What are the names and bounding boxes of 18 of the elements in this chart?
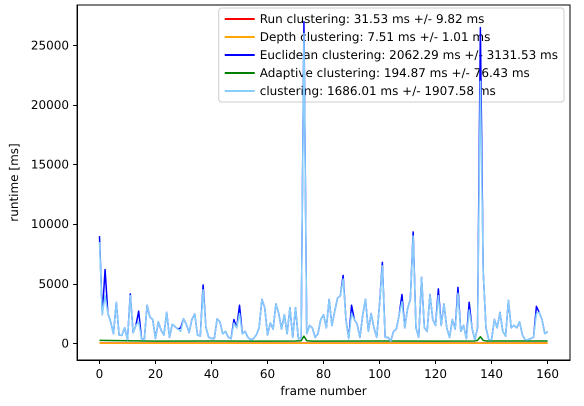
x-axis-title: frame number	[280, 384, 367, 398]
y-tick-label: 10000	[30, 217, 70, 232]
x-tick-label: 80	[316, 367, 332, 381]
y-tick-label: 0	[61, 336, 70, 350]
y-tick-label: 25000	[30, 38, 70, 53]
x-tick-label: 160	[536, 367, 560, 381]
x-tick-label: 20	[148, 367, 164, 381]
x-tick-label: 140	[480, 367, 504, 381]
x-tick-label: 0	[96, 367, 104, 381]
x-tick-label: 120	[424, 367, 448, 381]
x-tick-label: 100	[368, 367, 392, 381]
y-tick-label: 15000	[30, 158, 70, 172]
legend-label: Run clustering: 31.53 ms +/- 9.82 ms	[260, 12, 484, 26]
y-axis-title: runtime [ms]	[7, 143, 21, 222]
y-tick-label: 20000	[30, 98, 70, 112]
x-tick-label: 40	[204, 367, 220, 381]
y-tick-label: 5000	[38, 276, 70, 291]
x-tick-label: 60	[260, 367, 276, 381]
